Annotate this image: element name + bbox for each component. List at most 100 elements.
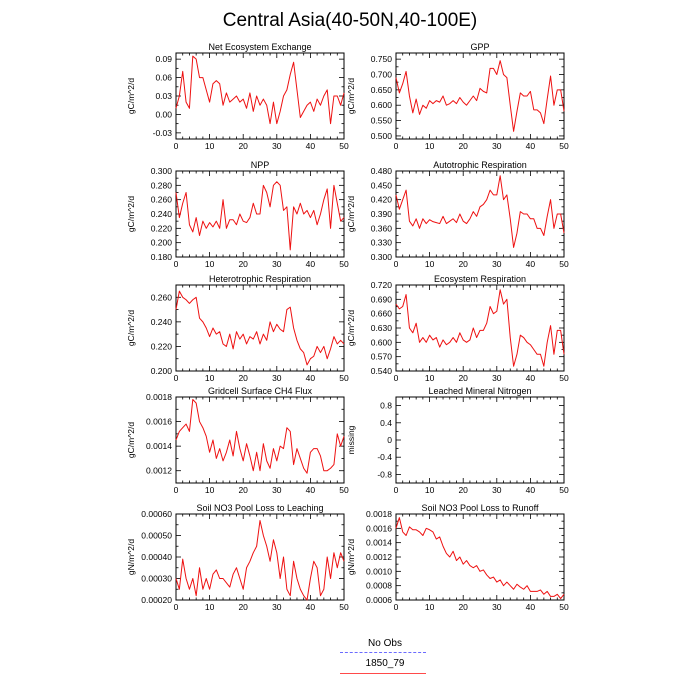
panel-gpp-xtick-label: 10 bbox=[425, 141, 435, 151]
panel-gpp-ytick-label: 0.600 bbox=[371, 100, 393, 110]
panel-heterotrophic-respiration: Heterotrophic Respiration gC/m^2/d 0 10 20 30… bbox=[126, 274, 349, 383]
panel-gpp-ytick-label: 0.750 bbox=[371, 54, 393, 64]
panel-gpp-xtick-label: 40 bbox=[526, 141, 536, 151]
panel-npp-ytick-label: 0.220 bbox=[151, 223, 173, 233]
panel-soil-no3-pool-loss-to-leaching-ylabel: gN/m^2/d bbox=[126, 539, 136, 575]
panel-ecosystem-respiration-ytick-label: 0.600 bbox=[371, 337, 393, 347]
panel-gpp-xtick-label: 30 bbox=[492, 141, 502, 151]
panel-npp-xtick-label: 0 bbox=[174, 259, 179, 269]
panel-heterotrophic-respiration-ytick-label: 0.220 bbox=[151, 341, 173, 351]
panel-autotrophic-respiration-ytick-label: 0.420 bbox=[371, 195, 393, 205]
panel-net-ecosystem-exchange-title: Net Ecosystem Exchange bbox=[208, 42, 311, 52]
panel-npp-ytick-label: 0.200 bbox=[151, 238, 173, 248]
panel-soil-no3-pool-loss-to-leaching-xtick-label: 0 bbox=[174, 602, 179, 612]
panel-autotrophic-respiration-ytick-label: 0.450 bbox=[371, 180, 393, 190]
panel-ecosystem-respiration-xtick-label: 30 bbox=[492, 373, 502, 383]
panel-heterotrophic-respiration-xtick-label: 20 bbox=[238, 373, 248, 383]
panel-net-ecosystem-exchange: Net Ecosystem Exchange gC/m^2/d 0 10 20 30 40 5… bbox=[126, 42, 349, 151]
panel-gpp-xtick-label: 0 bbox=[394, 141, 399, 151]
panel-npp-xtick-label: 50 bbox=[339, 259, 349, 269]
panel-npp-xtick-label: 20 bbox=[238, 259, 248, 269]
panel-leached-mineral-nitrogen-ylabel: missing bbox=[346, 425, 356, 454]
panel-heterotrophic-respiration-frame bbox=[175, 284, 345, 372]
panel-autotrophic-respiration-xtick-label: 10 bbox=[425, 259, 435, 269]
panel-soil-no3-pool-loss-to-runoff-xtick-label: 30 bbox=[492, 602, 502, 612]
panel-net-ecosystem-exchange-xtick-label: 10 bbox=[205, 141, 215, 151]
panel-net-ecosystem-exchange-ylabel: gC/m^2/d bbox=[126, 78, 136, 114]
panel-leached-mineral-nitrogen-xtick-label: 30 bbox=[492, 485, 502, 495]
panel-heterotrophic-respiration-ytick-label: 0.200 bbox=[151, 366, 173, 376]
panel-gridcell-surface-ch4-flux-xtick-label: 0 bbox=[174, 485, 179, 495]
legend-line-1850-79 bbox=[340, 673, 426, 674]
panel-heterotrophic-respiration-series-line bbox=[175, 290, 345, 366]
panel-autotrophic-respiration: Autotrophic Respiration gC/m^2/d 0 10 20 30 40… bbox=[346, 160, 569, 269]
panel-ecosystem-respiration-ytick-label: 0.570 bbox=[371, 352, 393, 362]
panel-gridcell-surface-ch4-flux-ytick-label: 0.0016 bbox=[146, 417, 172, 427]
panel-soil-no3-pool-loss-to-leaching-ytick-label: 0.00040 bbox=[141, 552, 172, 562]
panel-gpp-ytick-label: 0.700 bbox=[371, 70, 393, 80]
panel-npp-ytick-label: 0.240 bbox=[151, 209, 173, 219]
panel-gridcell-surface-ch4-flux-title: Gridcell Surface CH4 Flux bbox=[208, 386, 313, 396]
panel-gridcell-surface-ch4-flux-xtick-label: 10 bbox=[205, 485, 215, 495]
panel-ecosystem-respiration-title: Ecosystem Respiration bbox=[434, 274, 526, 284]
panel-npp-xtick-label: 40 bbox=[306, 259, 316, 269]
panel-autotrophic-respiration-ytick-label: 0.330 bbox=[371, 238, 393, 248]
panel-soil-no3-pool-loss-to-leaching-xtick-label: 40 bbox=[306, 602, 316, 612]
panel-net-ecosystem-exchange-xtick-label: 30 bbox=[272, 141, 282, 151]
panel-ecosystem-respiration-ytick-label: 0.720 bbox=[371, 280, 393, 290]
panel-ecosystem-respiration-frame bbox=[395, 284, 565, 372]
panel-soil-no3-pool-loss-to-leaching-series-line bbox=[175, 519, 345, 601]
panel-ecosystem-respiration-xtick-label: 40 bbox=[526, 373, 536, 383]
panel-heterotrophic-respiration-xtick-label: 10 bbox=[205, 373, 215, 383]
panel-net-ecosystem-exchange-ytick-label: 0.09 bbox=[155, 54, 172, 64]
panel-npp: NPP gC/m^2/d 0 10 20 30 40 50 0.180 0.200 0.220 0.2… bbox=[126, 160, 349, 269]
panel-net-ecosystem-exchange-xtick-label: 20 bbox=[238, 141, 248, 151]
panel-npp-series-line bbox=[175, 181, 345, 251]
panel-heterotrophic-respiration-ytick-label: 0.260 bbox=[151, 292, 173, 302]
panel-gpp-ylabel: gC/m^2/d bbox=[346, 78, 356, 114]
panel-soil-no3-pool-loss-to-runoff: Soil NO3 Pool Loss to Runoff gN/m^2/d 0 10 2… bbox=[346, 503, 569, 612]
panel-leached-mineral-nitrogen-ytick-label: 0.8 bbox=[380, 401, 392, 411]
legend-label-no-obs: No Obs bbox=[368, 638, 402, 649]
panel-soil-no3-pool-loss-to-runoff-ylabel: gN/m^2/d bbox=[346, 539, 356, 575]
panel-soil-no3-pool-loss-to-leaching-xtick-label: 10 bbox=[205, 602, 215, 612]
panel-npp-xtick-label: 10 bbox=[205, 259, 215, 269]
panel-net-ecosystem-exchange-frame bbox=[175, 52, 345, 140]
panel-leached-mineral-nitrogen-frame bbox=[395, 396, 565, 484]
panel-heterotrophic-respiration-ylabel: gC/m^2/d bbox=[126, 310, 136, 346]
panel-autotrophic-respiration-title: Autotrophic Respiration bbox=[433, 160, 527, 170]
panel-gpp-xtick-label: 50 bbox=[559, 141, 569, 151]
panel-gridcell-surface-ch4-flux-ytick-label: 0.0018 bbox=[146, 392, 172, 402]
panel-ecosystem-respiration-ylabel: gC/m^2/d bbox=[346, 310, 356, 346]
panel-heterotrophic-respiration-xtick-label: 0 bbox=[174, 373, 179, 383]
legend-label-1850-79: 1850_79 bbox=[365, 658, 405, 669]
panel-gpp-ytick-label: 0.500 bbox=[371, 131, 393, 141]
panel-net-ecosystem-exchange-series-line bbox=[175, 55, 345, 125]
panel-ecosystem-respiration-xtick-label: 50 bbox=[559, 373, 569, 383]
panel-gpp: GPP gC/m^2/d 0 10 20 30 40 50 0.500 0.550 0.600 0.6… bbox=[346, 42, 569, 151]
panel-heterotrophic-respiration-title: Heterotrophic Respiration bbox=[209, 274, 311, 284]
panel-leached-mineral-nitrogen-ytick-label: 0.4 bbox=[380, 418, 392, 428]
panel-soil-no3-pool-loss-to-leaching-ytick-label: 0.00050 bbox=[141, 531, 172, 541]
panel-soil-no3-pool-loss-to-runoff-ytick-label: 0.0018 bbox=[366, 509, 392, 519]
panel-autotrophic-respiration-ylabel: gC/m^2/d bbox=[346, 196, 356, 232]
panel-npp-ytick-label: 0.280 bbox=[151, 180, 173, 190]
panel-soil-no3-pool-loss-to-leaching-xtick-label: 30 bbox=[272, 602, 282, 612]
panel-autotrophic-respiration-xtick-label: 40 bbox=[526, 259, 536, 269]
panel-leached-mineral-nitrogen-xtick-label: 50 bbox=[559, 485, 569, 495]
panel-soil-no3-pool-loss-to-runoff-ytick-label: 0.0008 bbox=[366, 581, 392, 591]
panel-soil-no3-pool-loss-to-runoff-title: Soil NO3 Pool Loss to Runoff bbox=[422, 503, 539, 513]
panel-heterotrophic-respiration-xtick-label: 50 bbox=[339, 373, 349, 383]
panel-soil-no3-pool-loss-to-runoff-xtick-label: 40 bbox=[526, 602, 536, 612]
panel-net-ecosystem-exchange-xtick-label: 40 bbox=[306, 141, 316, 151]
panel-autotrophic-respiration-xtick-label: 0 bbox=[394, 259, 399, 269]
panel-soil-no3-pool-loss-to-leaching-ytick-label: 0.00060 bbox=[141, 509, 172, 519]
panel-soil-no3-pool-loss-to-leaching-xtick-label: 20 bbox=[238, 602, 248, 612]
panel-soil-no3-pool-loss-to-leaching: Soil NO3 Pool Loss to Leaching gN/m^2/d 0 1… bbox=[126, 503, 349, 612]
panel-autotrophic-respiration-xtick-label: 30 bbox=[492, 259, 502, 269]
panel-leached-mineral-nitrogen: Leached Mineral Nitrogen missing 0 10 20 30 40… bbox=[346, 386, 569, 495]
panel-soil-no3-pool-loss-to-leaching-frame bbox=[175, 513, 345, 601]
panel-soil-no3-pool-loss-to-leaching-ytick-label: 0.00030 bbox=[141, 574, 172, 584]
panel-autotrophic-respiration-xtick-label: 50 bbox=[559, 259, 569, 269]
